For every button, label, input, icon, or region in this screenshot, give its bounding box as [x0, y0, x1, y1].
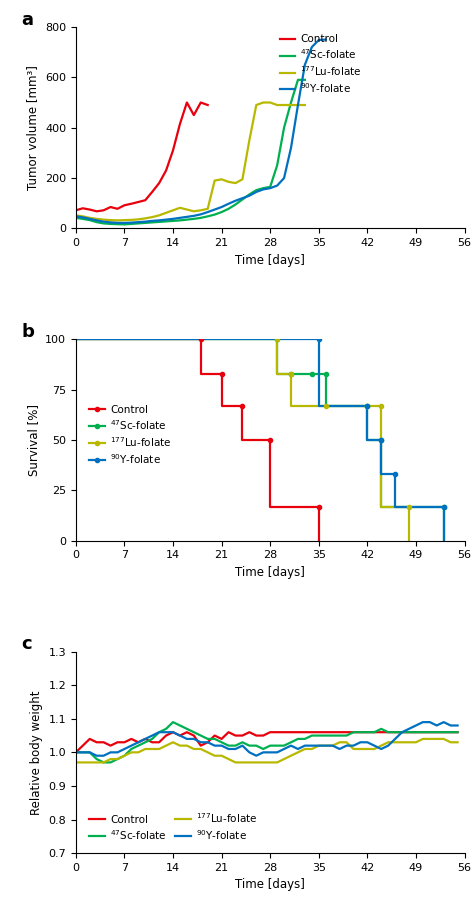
Y-axis label: Survival [%]: Survival [%]	[27, 404, 39, 476]
Legend: Control, $^{47}$Sc-folate, $^{177}$Lu-folate, $^{90}$Y-folate: Control, $^{47}$Sc-folate, $^{177}$Lu-fo…	[85, 401, 175, 470]
Y-axis label: Relative body weight: Relative body weight	[30, 690, 43, 814]
Text: c: c	[21, 636, 32, 654]
Text: a: a	[21, 11, 34, 29]
X-axis label: Time [days]: Time [days]	[235, 566, 305, 579]
Y-axis label: Tumor volume [mm³]: Tumor volume [mm³]	[27, 66, 39, 190]
Text: b: b	[21, 323, 34, 341]
X-axis label: Time [days]: Time [days]	[235, 878, 305, 892]
Legend: Control, $^{47}$Sc-folate, $^{177}$Lu-folate, $^{90}$Y-folate: Control, $^{47}$Sc-folate, $^{177}$Lu-fo…	[85, 806, 262, 846]
X-axis label: Time [days]: Time [days]	[235, 254, 305, 267]
Legend: Control, $^{47}$Sc-folate, $^{177}$Lu-folate, $^{90}$Y-folate: Control, $^{47}$Sc-folate, $^{177}$Lu-fo…	[275, 31, 366, 100]
